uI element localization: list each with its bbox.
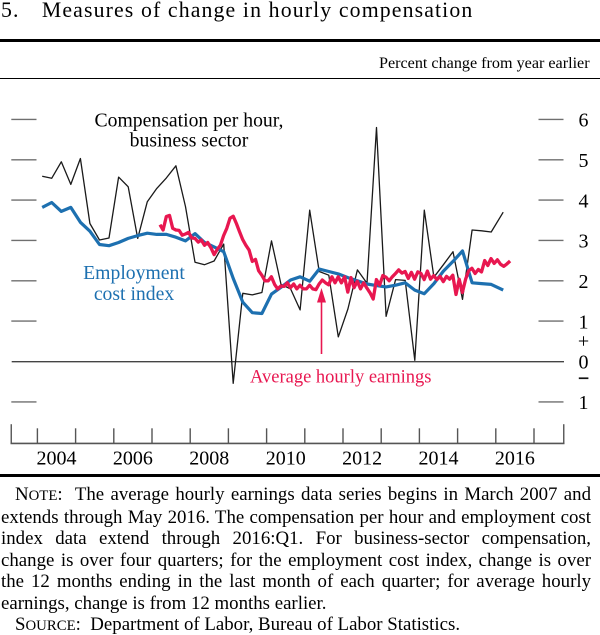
svg-text:0: 0 bbox=[579, 352, 589, 374]
svg-text:cost index: cost index bbox=[94, 283, 175, 305]
svg-text:2016: 2016 bbox=[495, 448, 535, 470]
svg-text:Employment: Employment bbox=[83, 262, 185, 284]
svg-text:1: 1 bbox=[579, 311, 589, 333]
svg-text:3: 3 bbox=[579, 231, 589, 253]
svg-text:2: 2 bbox=[579, 271, 589, 293]
svg-text:5: 5 bbox=[579, 150, 589, 172]
svg-text:1: 1 bbox=[579, 392, 589, 414]
svg-text:2012: 2012 bbox=[342, 448, 382, 470]
svg-text:business sector: business sector bbox=[130, 130, 249, 152]
svg-text:2008: 2008 bbox=[189, 448, 229, 470]
svg-text:+: + bbox=[578, 331, 589, 353]
svg-text:6: 6 bbox=[579, 110, 589, 132]
svg-text:4: 4 bbox=[579, 190, 589, 212]
svg-text:2004: 2004 bbox=[37, 448, 77, 470]
svg-text:2010: 2010 bbox=[266, 448, 306, 470]
svg-text:2014: 2014 bbox=[419, 448, 459, 470]
svg-text:2006: 2006 bbox=[113, 448, 153, 470]
svg-text:Compensation per hour,: Compensation per hour, bbox=[95, 110, 284, 132]
svg-text:Average hourly earnings: Average hourly earnings bbox=[250, 368, 432, 388]
